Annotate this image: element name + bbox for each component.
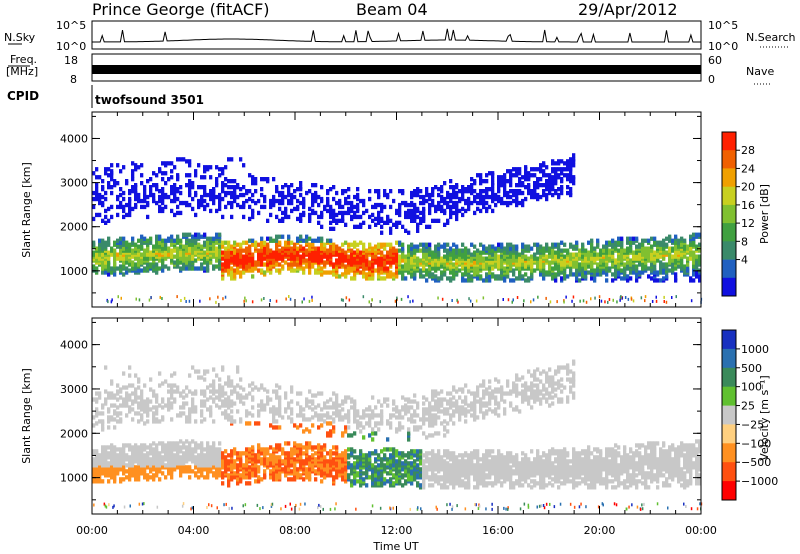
nsearch-tick-bottom: 10^0: [708, 40, 738, 53]
x-tick-label: 00:00: [76, 524, 108, 537]
velocity-axes: 1000 2000 3000 4000: [60, 318, 702, 514]
colorbar-tick-label: −1000: [741, 475, 778, 488]
x-axis: 00:00 04:00 08:00 12:00 16:00 20:00 00:00: [76, 524, 717, 537]
power-ylabel: Slant Range [km]: [20, 162, 33, 258]
velocity-heatmap: [92, 359, 703, 511]
x-tick-label: 04:00: [178, 524, 210, 537]
nave-tick-top: 60: [708, 54, 722, 67]
colorbar-swatch: [722, 132, 736, 151]
colorbar-swatch: [722, 277, 736, 297]
colorbar-tick-label: 8: [741, 235, 748, 248]
cpid-label: CPID: [7, 89, 39, 103]
colorbar-swatch: [722, 168, 736, 187]
y-tick-label: 4000: [60, 132, 88, 145]
colorbar-tick-label: 28: [741, 144, 755, 157]
colorbar-swatch: [722, 462, 736, 482]
freq-label: Freq.: [10, 53, 37, 66]
nsky-tick-top: 10^5: [56, 19, 86, 32]
colorbar-tick-label: 1000: [741, 343, 769, 356]
colorbar-swatch: [722, 330, 736, 350]
x-tick-label: 16:00: [482, 524, 514, 537]
nsearch-tick-top: 10^5: [708, 19, 738, 32]
colorbar-swatch: [722, 386, 736, 406]
velocity-colorbar-label: Velocity [m s⁻¹]: [758, 375, 771, 460]
velocity-ylabel: Slant Range [km]: [20, 368, 33, 464]
x-axis-label: Time UT: [372, 540, 418, 553]
beam-title: Beam 04: [356, 0, 428, 19]
colorbar-swatch: [722, 204, 736, 224]
colorbar-swatch: [722, 223, 736, 242]
y-tick-label: 3000: [60, 177, 88, 190]
y-tick-label: 2000: [60, 221, 88, 234]
colorbar-swatch: [722, 259, 736, 279]
y-tick-label: 1000: [60, 265, 88, 278]
x-tick-label: 12:00: [381, 524, 413, 537]
nsky-trace: [91, 28, 701, 46]
nsky-panel: [91, 20, 702, 50]
colorbar-tick-label: 100: [741, 381, 762, 394]
x-tick-label: 00:00: [685, 524, 717, 537]
velocity-colorbar: 1000 500 100 25 −25 −100 −500 −1000: [721, 329, 778, 501]
colorbar-swatch: [722, 481, 736, 501]
power-heatmap: [92, 153, 703, 304]
power-axes: 1000 2000 3000 4000: [60, 112, 702, 307]
colorbar-tick-label: −25: [741, 418, 764, 431]
cpid-value: twofsound 3501: [95, 93, 204, 107]
y-tick-label: 3000: [60, 383, 88, 396]
x-tick-label: 20:00: [584, 524, 616, 537]
colorbar-tick-label: 16: [741, 199, 755, 212]
colorbar-tick-label: 4: [741, 254, 748, 267]
nave-tick-bottom: 0: [708, 73, 715, 86]
freq-tick-bottom: 8: [70, 73, 77, 86]
x-tick-label: 08:00: [279, 524, 311, 537]
nave-label: Nave: [746, 65, 774, 78]
freq-nave-band: [92, 65, 701, 74]
colorbar-tick-label: 25: [741, 400, 755, 413]
station-title: Prince George (fitACF): [92, 0, 270, 19]
colorbar-swatch: [722, 443, 736, 463]
colorbar-tick-label: −100: [741, 437, 771, 450]
colorbar-swatch: [722, 348, 736, 369]
colorbar-swatch: [722, 186, 736, 206]
freq-tick-top: 18: [64, 54, 78, 67]
nsky-label: N.Sky: [4, 31, 36, 44]
colorbar-swatch: [722, 150, 736, 169]
colorbar-tick-label: 20: [741, 181, 755, 194]
colorbar-swatch: [722, 405, 736, 425]
freq-unit: [MHz]: [6, 65, 38, 78]
y-tick-label: 2000: [60, 427, 88, 440]
y-tick-label: 1000: [60, 472, 88, 485]
colorbar-swatch: [722, 367, 736, 388]
colorbar-tick-label: 24: [741, 162, 755, 175]
power-colorbar-label: Power [dB]: [758, 184, 771, 244]
nsky-tick-bottom: 10^0: [56, 40, 86, 53]
colorbar-swatch: [722, 424, 736, 444]
date-title: 29/Apr/2012: [578, 0, 678, 19]
colorbar-tick-label: 500: [741, 362, 762, 375]
y-tick-label: 4000: [60, 339, 88, 352]
colorbar-tick-label: 12: [741, 217, 755, 230]
power-colorbar: 28 24 20 16 12 8 4: [721, 131, 755, 297]
nsearch-label: N.Search: [746, 31, 796, 44]
colorbar-tick-label: −500: [741, 456, 771, 469]
colorbar-swatch: [722, 241, 736, 260]
